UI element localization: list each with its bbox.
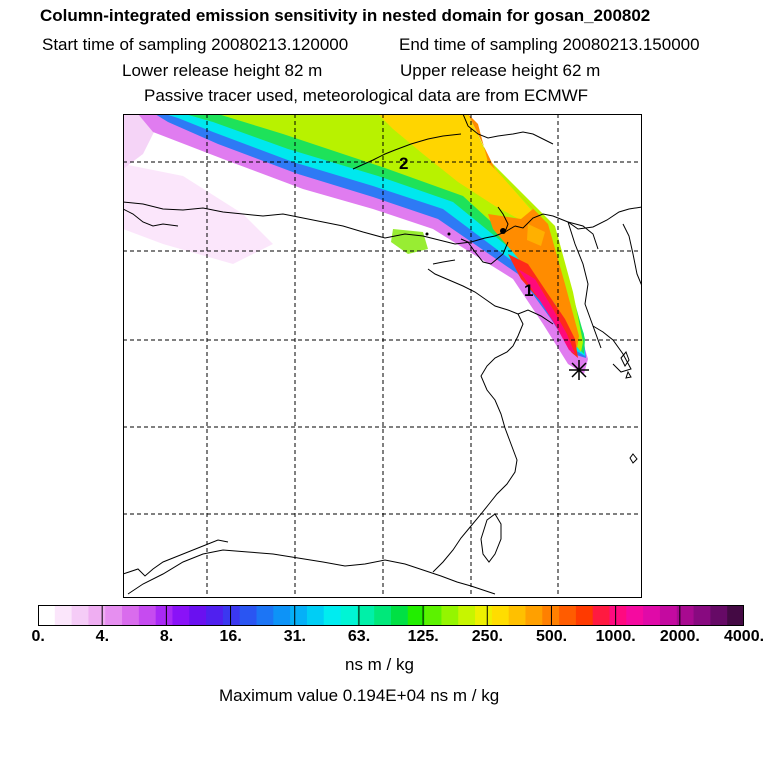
colorbar-tick-label: 16.	[219, 628, 242, 645]
colorbar-cell	[475, 605, 493, 626]
colorbar-cell	[206, 605, 224, 626]
coastlines	[123, 114, 642, 595]
maximum-value-text: Maximum value 0.194E+04 ns m / kg	[219, 686, 500, 705]
colorbar-tick-label: 2000.	[659, 628, 700, 645]
colorbar-cell	[122, 605, 140, 626]
sensitivity-map: 2 1	[123, 114, 642, 598]
site-dot	[425, 232, 429, 236]
colorbar-tick-label: 4000.	[724, 628, 765, 645]
lower-release-height: Lower release height 82 m	[122, 61, 323, 80]
colorbar-cell	[306, 605, 325, 626]
colorbar-cell	[592, 605, 611, 626]
colorbar-cell	[239, 605, 258, 626]
colorbar-cell	[256, 605, 274, 626]
grid	[123, 114, 642, 598]
colorbar-tick-label: 1000.	[595, 628, 636, 645]
colorbar-cell	[71, 605, 90, 626]
upper-release-height: Upper release height 62 m	[400, 61, 601, 80]
site-dot	[500, 228, 506, 234]
colorbar-cell	[659, 605, 678, 626]
map-label-1: 1	[524, 281, 533, 300]
colorbar-cell	[508, 605, 527, 626]
colorbar-cell	[693, 605, 711, 626]
colorbar-cell	[323, 605, 342, 626]
end-time-text: End time of sampling 20080213.150000	[399, 35, 700, 54]
colorbar-units: ns m / kg	[345, 655, 414, 674]
colorbar-cell	[441, 605, 459, 626]
colorbar-cell	[222, 605, 241, 626]
colorbar-cell	[155, 605, 174, 626]
colorbar-cell	[54, 605, 73, 626]
colorbar-cell	[643, 605, 661, 626]
colorbar-cell	[189, 605, 207, 626]
asterisk-icon	[569, 360, 589, 380]
colorbar-cell	[172, 605, 190, 626]
colorbar-cell	[559, 605, 577, 626]
colorbar-tick-label: 250.	[471, 628, 503, 645]
colorbar-cell	[38, 605, 56, 626]
colorbar-cell	[424, 605, 443, 626]
colorbar-cell	[575, 605, 594, 626]
colorbar-tick-label: 0.	[31, 628, 45, 645]
colorbar-cell	[458, 605, 476, 626]
tracer-note: Passive tracer used, meteorological data…	[144, 86, 589, 105]
plume-field	[123, 114, 588, 374]
colorbar-cell	[374, 605, 392, 626]
colorbar-frame	[38, 605, 744, 626]
colorbar-cell	[391, 605, 409, 626]
colorbar-cell	[407, 605, 426, 626]
colorbar	[38, 605, 744, 626]
colorbar-tick-label: 500.	[535, 628, 568, 645]
colorbar-cell	[105, 605, 123, 626]
colorbar-cell	[609, 605, 627, 626]
colorbar-cell	[340, 605, 358, 626]
colorbar-cell	[273, 605, 291, 626]
map-frame	[123, 114, 642, 598]
plot-title: Column-integrated emission sensitivity i…	[40, 6, 651, 25]
colorbar-cell	[710, 605, 728, 626]
colorbar-cell	[491, 605, 510, 626]
colorbar-cell	[727, 605, 744, 626]
map-label-2: 2	[399, 154, 408, 173]
colorbar-tick-label: 8.	[159, 628, 174, 645]
start-time-text: Start time of sampling 20080213.120000	[42, 35, 349, 54]
colorbar-cell	[525, 605, 543, 626]
site-dot	[447, 232, 451, 236]
colorbar-tick-label: 31.	[283, 628, 306, 645]
colorbar-cell	[626, 605, 644, 626]
colorbar-tick-label: 125.	[407, 628, 439, 645]
colorbar-cell	[290, 605, 308, 626]
colorbar-tick-label: 63.	[347, 628, 371, 645]
colorbar-cell	[357, 605, 375, 626]
colorbar-cell	[88, 605, 106, 626]
colorbar-cell	[676, 605, 695, 626]
colorbar-cell	[138, 605, 157, 626]
colorbar-tick-label: 4.	[95, 628, 110, 645]
